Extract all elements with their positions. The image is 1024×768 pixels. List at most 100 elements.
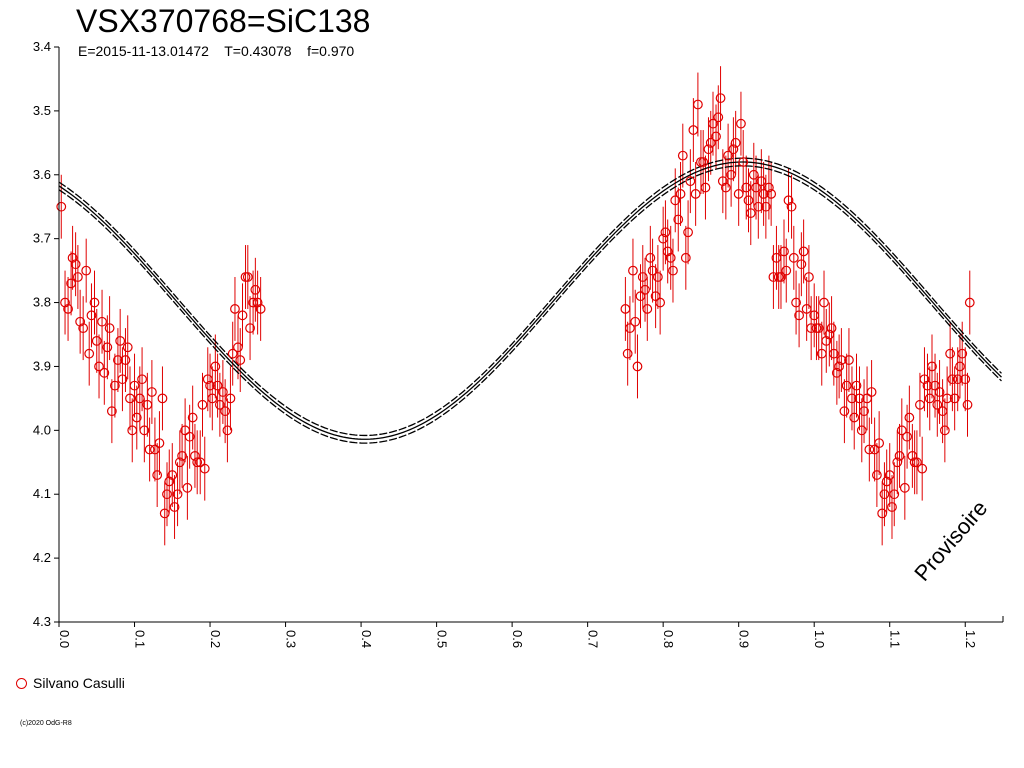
data-point [673, 214, 684, 225]
data-point [859, 406, 869, 417]
data-point [705, 137, 716, 148]
y-tick-label: 3.5 [33, 103, 51, 118]
data-point [723, 150, 734, 161]
data-point [120, 355, 131, 365]
data-point [788, 252, 799, 263]
data-point [248, 297, 258, 308]
data-point [184, 431, 195, 442]
data-point [86, 310, 97, 321]
data-point [250, 284, 261, 295]
data-point [227, 348, 238, 359]
legend-marker-icon [16, 677, 27, 689]
data-point [809, 310, 820, 321]
data-point [70, 259, 81, 270]
data-point [728, 144, 739, 155]
data-point [159, 508, 170, 519]
data-point [939, 425, 950, 436]
data-point [637, 272, 648, 282]
data-point [164, 476, 175, 487]
y-tick-label: 4.0 [33, 422, 51, 437]
data-point [796, 259, 807, 270]
data-point [137, 374, 147, 385]
data-point [56, 201, 67, 212]
data-point [806, 323, 817, 334]
data-point [670, 195, 681, 206]
data-point [738, 157, 749, 167]
data-point [934, 387, 945, 397]
y-tick-label: 3.7 [33, 231, 51, 246]
data-point [751, 182, 761, 193]
data-point [692, 99, 703, 110]
data-point [955, 361, 965, 372]
data-point [134, 393, 145, 404]
data-point [708, 118, 718, 129]
data-point [849, 412, 860, 423]
data-point [680, 252, 691, 263]
x-tick-label: 0.2 [208, 630, 223, 648]
data-point [932, 399, 943, 410]
data-point [794, 310, 804, 321]
data-point [84, 348, 95, 359]
data-point [851, 380, 862, 391]
data-point [237, 310, 248, 321]
data-point [146, 387, 157, 397]
x-tick-label: 0.4 [359, 630, 374, 648]
x-tick-label: 1.1 [888, 630, 903, 648]
data-point [242, 272, 253, 282]
data-point [700, 182, 711, 193]
data-point [115, 335, 126, 346]
data-point [162, 489, 172, 500]
data-point [117, 374, 128, 385]
data-point [912, 457, 922, 468]
data-point [620, 304, 631, 314]
data-point [190, 450, 200, 461]
error-bars-layer [60, 66, 971, 546]
x-tick-label: 0.5 [435, 630, 450, 648]
data-point [824, 329, 835, 340]
data-point [736, 118, 746, 129]
data-point [63, 304, 73, 314]
data-point [182, 482, 193, 493]
data-point [892, 457, 903, 468]
data-point [220, 406, 231, 417]
data-point [127, 425, 138, 436]
data-point [207, 393, 218, 404]
data-point [675, 189, 686, 199]
data-point [841, 380, 852, 391]
data-point [887, 502, 897, 512]
data-point [786, 201, 797, 212]
data-point [930, 380, 940, 391]
data-point [72, 272, 83, 282]
data-point [896, 425, 907, 436]
data-point [952, 374, 963, 385]
data-point [97, 316, 107, 327]
data-point [222, 425, 233, 436]
data-point [233, 342, 243, 353]
data-point [89, 297, 100, 308]
data-point [894, 450, 905, 461]
data-point [834, 361, 845, 372]
data-point [214, 399, 225, 410]
data-point [907, 450, 918, 461]
data-point [230, 304, 240, 314]
data-point [698, 157, 709, 167]
data-point [828, 348, 839, 359]
data-point [756, 176, 767, 187]
fit-curves-layer [58, 157, 1002, 444]
data-point [642, 304, 653, 314]
data-point [862, 393, 872, 404]
data-point [172, 489, 183, 500]
data-point [150, 444, 160, 455]
data-point [763, 182, 774, 193]
data-point [798, 246, 809, 257]
data-point [658, 233, 669, 244]
data-point [225, 393, 236, 404]
data-point [776, 272, 786, 282]
data-point [768, 272, 779, 282]
data-point [821, 335, 832, 346]
data-point [187, 412, 198, 423]
data-point [745, 208, 756, 219]
x-tick-label: 0.0 [57, 630, 72, 648]
x-tick-label: 0.7 [586, 630, 601, 648]
data-point [877, 508, 888, 519]
